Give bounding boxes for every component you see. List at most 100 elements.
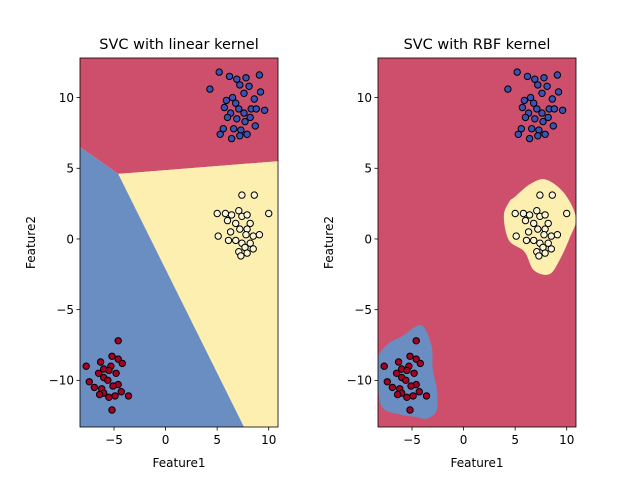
data-point-red [394, 358, 403, 366]
data-point-red [82, 362, 90, 370]
data-point-red [109, 382, 117, 390]
data-point-red [112, 369, 120, 377]
data-point-yellow [223, 216, 232, 225]
data-point-yellow [249, 232, 257, 240]
data-point-yellow [541, 249, 549, 257]
data-point-blue [528, 125, 536, 133]
data-point-blue [222, 96, 231, 105]
data-point-yellow [235, 207, 243, 215]
data-point-yellow [238, 191, 246, 199]
data-point-yellow [265, 209, 273, 218]
data-point-yellow [536, 191, 544, 199]
data-point-blue [531, 115, 539, 123]
data-point-blue [533, 105, 541, 113]
data-point-blue [235, 105, 243, 113]
data-point-blue [523, 72, 532, 81]
data-point-yellow [511, 209, 519, 218]
data-point-yellow [524, 228, 533, 236]
data-point-yellow [525, 211, 534, 219]
data-point-yellow [255, 231, 264, 239]
data-point-blue [550, 105, 558, 113]
data-point-red [393, 390, 402, 399]
data-point-blue [242, 74, 250, 82]
data-point-blue [260, 106, 269, 115]
data-point-blue [534, 81, 542, 89]
data-point-yellow [224, 236, 233, 245]
data-point-red [412, 337, 420, 345]
data-point-red [94, 369, 103, 377]
data-point-blue [543, 82, 551, 91]
data-point-yellow [544, 219, 552, 228]
data-point-yellow [246, 219, 254, 228]
y-tick-label: 0 [364, 232, 372, 246]
data-point-blue [233, 75, 241, 83]
data-point-yellow [534, 225, 542, 233]
x-tick-label: 0 [162, 433, 170, 447]
data-point-yellow [246, 239, 254, 247]
data-point-blue [223, 113, 232, 122]
data-point-blue [240, 89, 248, 98]
data-point-blue [250, 95, 259, 103]
data-point-yellow [214, 232, 222, 240]
x-tick-label: 10 [261, 433, 276, 447]
data-point-yellow [237, 252, 245, 260]
data-point-blue [554, 88, 563, 96]
data-point-blue [232, 99, 240, 107]
data-point-blue [514, 130, 522, 139]
data-point-red [105, 366, 113, 375]
data-point-yellow [563, 209, 571, 218]
data-point-blue [228, 93, 237, 102]
data-point-red [96, 358, 105, 366]
data-point-blue [513, 68, 521, 76]
data-point-blue [525, 134, 534, 143]
data-point-red [403, 366, 411, 375]
data-point-yellow [242, 231, 250, 239]
y-tick-label: −5 [56, 303, 74, 317]
data-point-yellow [227, 211, 236, 219]
axes-frame [377, 57, 577, 428]
data-point-red [402, 376, 410, 384]
data-point-yellow [533, 207, 541, 215]
data-point-blue [246, 113, 254, 122]
data-point-blue [544, 113, 552, 122]
data-point-blue [558, 106, 567, 115]
data-point-yellow [243, 249, 251, 257]
data-point-red [85, 378, 94, 386]
data-point-blue [236, 81, 244, 89]
chart-title: SVC with linear kernel [99, 37, 259, 53]
data-point-blue [539, 117, 547, 126]
x-axis-label: Feature1 [451, 456, 504, 470]
data-point-red [407, 382, 415, 390]
data-point-blue [219, 125, 228, 133]
data-point-yellow [540, 231, 548, 239]
data-point-red [410, 369, 418, 377]
data-point-yellow [547, 245, 555, 253]
data-point-blue [548, 95, 556, 103]
data-point-red [118, 359, 127, 368]
data-point-blue [230, 125, 238, 133]
data-point-blue [518, 103, 527, 112]
data-point-yellow [213, 209, 221, 218]
y-tick-label: −5 [354, 303, 372, 317]
data-point-blue [538, 109, 546, 117]
y-tick-label: 0 [66, 232, 74, 246]
data-point-red [403, 393, 411, 401]
data-point-blue [225, 72, 234, 81]
data-point-blue [245, 82, 253, 91]
data-point-yellow [226, 228, 235, 236]
data-point-red [108, 406, 116, 414]
data-point-blue [520, 96, 529, 105]
data-point-blue [251, 122, 260, 130]
data-point-blue [227, 134, 236, 143]
data-point-yellow [544, 239, 552, 247]
data-point-blue [553, 71, 562, 79]
y-tick-label: −10 [49, 374, 74, 388]
data-point-red [114, 337, 122, 345]
x-tick-label: −5 [105, 433, 123, 447]
data-point-yellow [250, 191, 259, 199]
data-point-blue [256, 88, 265, 96]
subplot-linear-kernel: −5 0 5 10 10 5 0 −5 −10 SVC with linear kernel Fea… [24, 37, 279, 470]
data-point-blue [521, 113, 530, 122]
data-point-blue [243, 130, 251, 139]
data-point-blue [252, 105, 260, 113]
